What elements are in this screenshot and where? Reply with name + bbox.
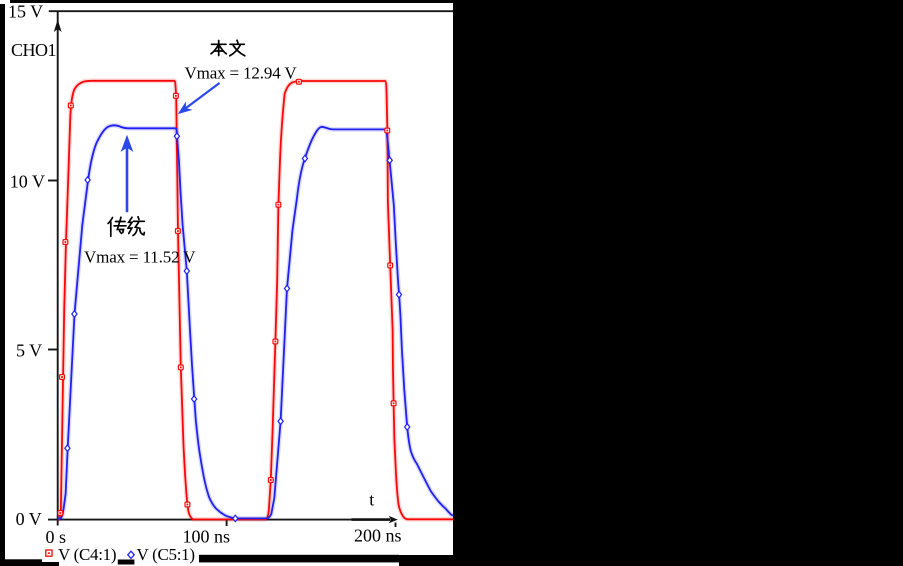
svg-text:CHO1: CHO1 <box>11 40 56 60</box>
svg-text:5 V: 5 V <box>16 340 42 360</box>
svg-text:10 V: 10 V <box>10 172 45 192</box>
svg-text:Vmax = 12.94 V: Vmax = 12.94 V <box>185 64 298 83</box>
svg-text:100 ns: 100 ns <box>183 526 231 546</box>
svg-text:200 ns: 200 ns <box>354 526 402 546</box>
svg-text:V (C5:1): V (C5:1) <box>137 545 195 564</box>
svg-text:0 s: 0 s <box>46 527 67 547</box>
svg-text:15 V: 15 V <box>8 1 43 21</box>
svg-text:0 V: 0 V <box>16 509 42 529</box>
svg-text:V (C4:1): V (C4:1) <box>58 545 116 564</box>
svg-text:t: t <box>369 489 374 509</box>
svg-text:Vmax = 11.52 V: Vmax = 11.52 V <box>84 248 196 267</box>
